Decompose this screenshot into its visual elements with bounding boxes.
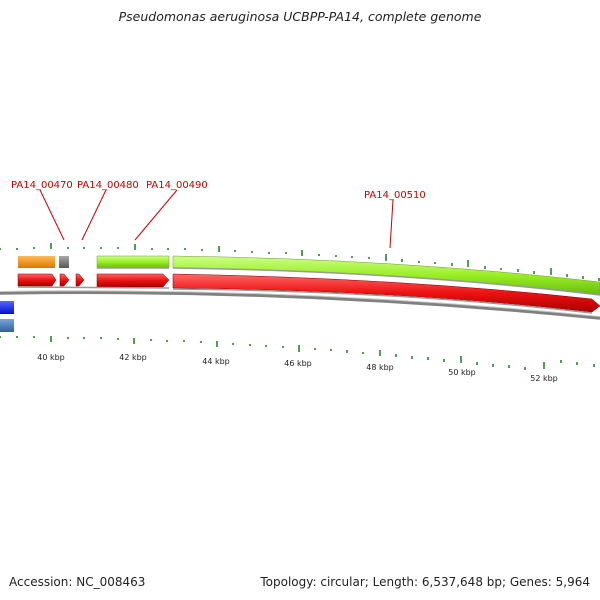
leader-line-pa14-00480 bbox=[81, 189, 107, 241]
scale-label-46kbp: 46 kbp bbox=[284, 359, 312, 368]
scale-label-50kbp: 50 kbp bbox=[448, 368, 476, 377]
steel-feature-block bbox=[0, 319, 14, 332]
genome-backbone bbox=[0, 290, 600, 320]
accession-label: Accession: NC_008463 bbox=[9, 575, 146, 589]
reverse-track-shadow bbox=[17, 286, 593, 314]
forward-cds-pa14-00490 bbox=[96, 255, 170, 269]
gene-label-pa14-00510[interactable]: PA14_00510 bbox=[364, 190, 426, 201]
genome-stats-label: Topology: circular; Length: 6,537,648 bp… bbox=[260, 575, 590, 589]
outer-tick-ruler bbox=[0, 243, 600, 281]
scale-label-48kbp: 48 kbp bbox=[366, 363, 394, 372]
scale-label-44kbp: 44 kbp bbox=[202, 357, 230, 366]
scale-label-42kbp: 42 kbp bbox=[119, 353, 147, 362]
blue-feature-block bbox=[0, 301, 14, 314]
leader-line-pa14-00510 bbox=[389, 199, 394, 249]
orange-feature-block bbox=[18, 256, 55, 268]
gene-label-pa14-00490[interactable]: PA14_00490 bbox=[146, 180, 208, 191]
leader-line-pa14-00490 bbox=[134, 189, 178, 241]
gene-label-pa14-00480[interactable]: PA14_00480 bbox=[77, 180, 139, 191]
genome-backbone-highlight bbox=[0, 290, 600, 317]
scale-label-52kbp: 52 kbp bbox=[530, 374, 558, 383]
cds-pa14-00510 bbox=[172, 273, 600, 313]
leader-line-pa14-00470 bbox=[39, 189, 65, 241]
map-title: Pseudomonas aeruginosa UCBPP-PA14, compl… bbox=[118, 9, 482, 24]
cds-pa14-00480b bbox=[75, 273, 85, 287]
scale-label-40kbp: 40 kbp bbox=[37, 353, 65, 362]
cds-pa14-00480a bbox=[59, 273, 70, 287]
cds-pa14-00470 bbox=[17, 273, 57, 287]
inner-tick-ruler bbox=[0, 336, 595, 370]
gene-label-pa14-00470[interactable]: PA14_00470 bbox=[11, 180, 73, 191]
grey-feature-block bbox=[59, 256, 69, 268]
cds-pa14-00490 bbox=[96, 273, 170, 288]
forward-track-shadow bbox=[97, 267, 600, 296]
